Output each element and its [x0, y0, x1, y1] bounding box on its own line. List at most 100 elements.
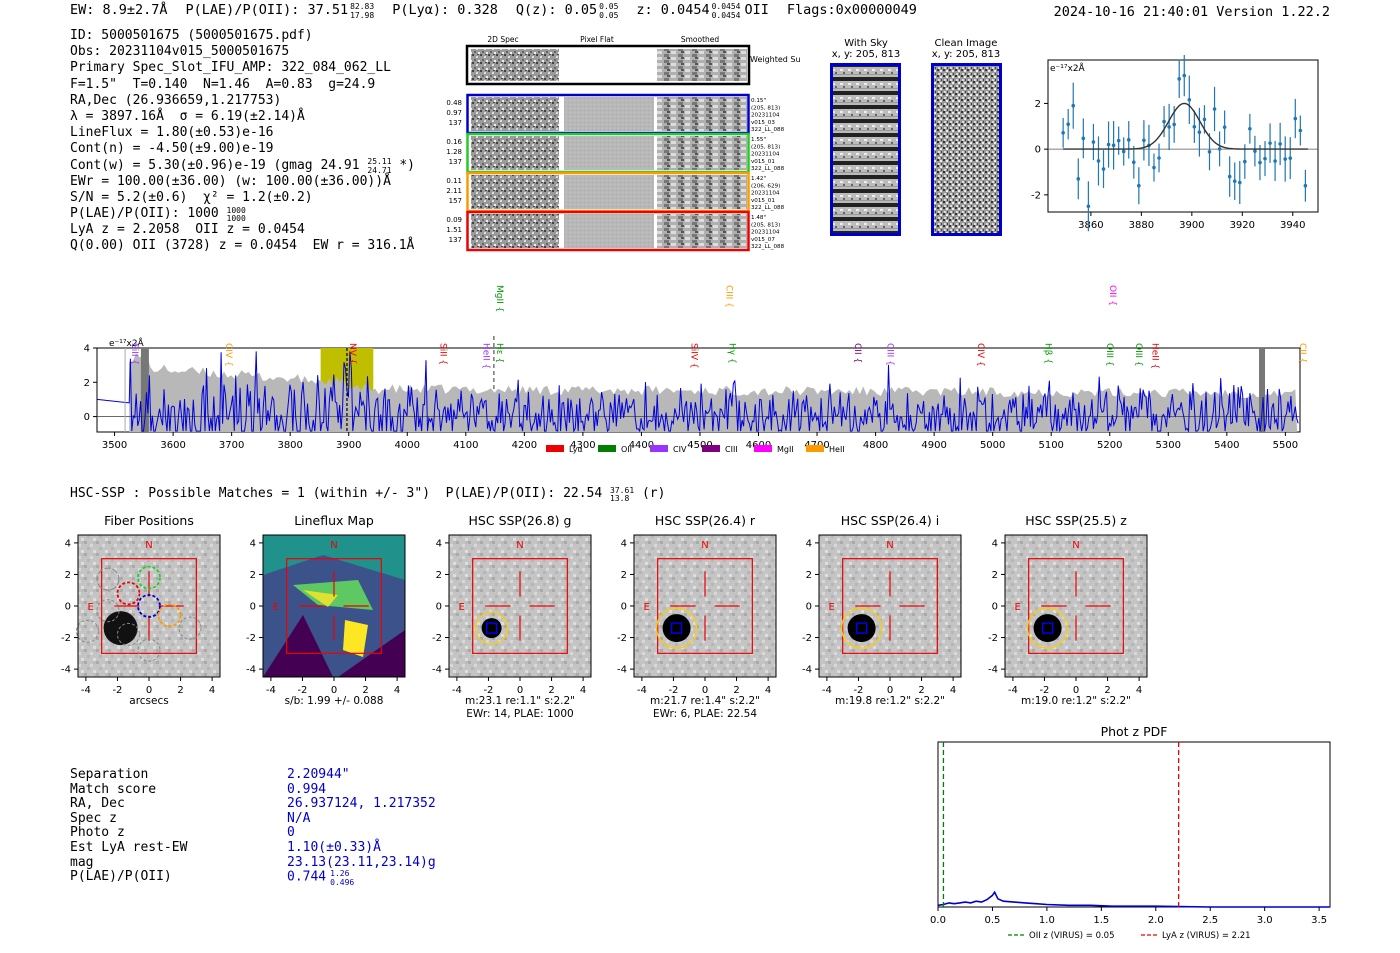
hsc-ytick: 0 — [806, 602, 812, 613]
emission-line-label: NV { — [347, 343, 357, 364]
zoom-datapoint — [1222, 125, 1227, 129]
spectrum-legend-swatch — [598, 445, 616, 452]
east-label: E — [643, 602, 649, 613]
emission-line-label: SiII { — [438, 343, 448, 365]
source-marker — [485, 622, 498, 634]
info-primary: Primary Spec_Slot_IFU_AMP: 322_084_062_L… — [70, 60, 391, 76]
cutout-row-meta: 1.55" — [751, 137, 766, 143]
zoom-datapoint — [1268, 141, 1272, 145]
cutout-2d-image — [471, 97, 559, 131]
col-pixel-flat: Pixel Flat — [580, 35, 614, 44]
emission-line-label: HeII { — [480, 343, 490, 369]
cutout-smoothed-image — [657, 136, 747, 170]
cutout-flat-image — [564, 175, 654, 209]
hsc-ytick: 2 — [250, 570, 256, 581]
search-box — [101, 558, 197, 654]
info-lambda: λ = 3897.16Å σ = 6.19(±2.14)Å — [70, 108, 305, 124]
zoom-gaussian-fit — [1063, 102, 1308, 150]
search-box — [657, 558, 753, 654]
search-box — [1028, 558, 1124, 654]
emission-line-label: OII { — [1107, 285, 1117, 306]
cutout-row-meta: 1.48" — [751, 215, 766, 221]
zoom-datapoint — [1061, 130, 1065, 135]
timestamp-version: 2024-10-16 21:40:01 Version 1.22.2 — [1053, 4, 1330, 20]
zoom-datapoint — [1091, 140, 1096, 144]
masked-region-left — [140, 348, 149, 432]
hsc-ytick: -2 — [246, 633, 256, 644]
spectrum-legend-swatch — [650, 445, 668, 452]
hsc-panel: HSC SSP(26.8) g N E 4 2 0 -2 -4 -4 -2 0 2 4 m:23.1 re… — [432, 513, 592, 720]
hsc-ytick: 2 — [65, 570, 71, 581]
info-id: ID: 5000501675 (5000501675.pdf) — [70, 28, 313, 43]
matched-source — [481, 618, 502, 639]
col-2d-spec: 2D Spec — [487, 35, 518, 44]
hsc-ytick: -2 — [61, 633, 71, 644]
with-sky-image — [830, 63, 901, 236]
spectrum-legend-label: OII — [621, 445, 632, 454]
search-box — [472, 558, 568, 654]
spectrum-xtick: 3900 — [336, 440, 361, 451]
hsc-ytick: 4 — [806, 538, 812, 549]
cutout-row-meta: 322_LL_088 — [751, 205, 785, 211]
zoom-datapoint — [1243, 159, 1247, 164]
zoom-datapoint — [1212, 107, 1217, 111]
hsc-ytick: -2 — [617, 633, 627, 644]
zoom-datapoint — [1086, 204, 1091, 209]
hsc-panel-title: HSC SSP(26.4) r — [655, 513, 756, 528]
spectrum-ytick: 4 — [84, 344, 90, 355]
match-label: Est LyA rest-EW — [70, 839, 188, 855]
hsc-xtick: 0 — [517, 685, 523, 696]
cutout-2d-image — [471, 214, 559, 248]
search-box — [842, 558, 938, 654]
hsc-panel-caption: m:19.0 re:1.2" s:2.2" — [1021, 695, 1131, 707]
north-label: N — [330, 540, 337, 551]
cutout-row-stat: 0.09 — [446, 216, 462, 224]
zoom-ytick: 0 — [1035, 145, 1041, 156]
hsc-panel: Fiber Positions N E 4 2 0 -2 -4 -4 -2 0 2 4 arcsecs — [61, 513, 221, 707]
hsc-xtick: 4 — [950, 685, 956, 696]
cutout-row: 0.11 2.11 157 1.42"(206, 629) 20231104v015_0… — [446, 171, 785, 213]
hsc-panel-title: HSC SSP(26.8) g — [469, 513, 572, 528]
masked-region-right — [1259, 348, 1266, 432]
hsc-ytick: 4 — [250, 538, 256, 549]
cutout-row-meta: 1.42" — [751, 176, 766, 182]
photz-legend-label: LyA z (VIRUS) = 2.21 — [1162, 931, 1251, 941]
hsc-xtick: -4 — [266, 685, 276, 696]
cutout-2d-image — [471, 136, 559, 170]
zoom-ytick: -2 — [1031, 190, 1041, 201]
spectrum-xtick: 3700 — [219, 440, 244, 451]
zoom-datapoint — [1066, 122, 1070, 127]
hsc-xtick: 0 — [887, 685, 893, 696]
hsc-xtick: 4 — [580, 685, 586, 696]
full-spectrum-plot: 3500 3600 3700 3800 3900 4000 4100 4200 4300 4400… — [84, 285, 1307, 454]
flags-readout: Flags:0x00000049 — [786, 2, 917, 18]
fiber-circle — [116, 581, 141, 606]
header-row: EW: 8.9±2.7Å P(LAE)/P(OII): 37.51 82.83 17.… — [70, 2, 935, 20]
zoom-datapoint — [1076, 177, 1081, 181]
info-fwhm: F=1.5" T=0.140 N=1.46 A=0.83 g=24.9 — [70, 76, 376, 92]
emission-line-label: Hε { — [494, 343, 504, 363]
zoom-datapoint — [1121, 149, 1126, 154]
hsc-panel-caption: EWr: 14, PLAE: 1000 — [466, 708, 573, 720]
zoom-datapoint — [1303, 183, 1308, 188]
info-lya: LyA z = 2.2058 OII z = 0.0454 — [70, 222, 305, 238]
match-row: Photo z 0 — [70, 826, 295, 841]
spectrum-error-band — [129, 353, 1298, 432]
hsc-panel-title: Fiber Positions — [104, 513, 194, 528]
zoom-datapoint — [1177, 77, 1182, 81]
spectrum-legend-label: Lyα — [569, 445, 583, 454]
spectrum-xtick: 5300 — [1156, 440, 1181, 451]
spectrum-xtick: 4300 — [570, 440, 595, 451]
zoom-xtick: 3860 — [1078, 220, 1103, 231]
zoom-datapoint — [1278, 142, 1282, 146]
hsc-panel-caption: EWr: 6, PLAE: 22.54 — [653, 708, 757, 720]
cutout-row: 0.48 0.97 137 0.15"(205, 813) 20231104v015_0… — [446, 93, 785, 135]
hsc-xtick: -4 — [452, 685, 462, 696]
hsc-ytick: 2 — [806, 570, 812, 581]
north-label: N — [1072, 540, 1079, 551]
cutout-row-meta: 322_LL_088 — [751, 127, 785, 133]
hsc-panels: Fiber Positions N E 4 2 0 -2 -4 -4 -2 0 2 4 arcsecs Li… — [61, 513, 1148, 720]
zoom-datapoint — [1237, 180, 1242, 185]
zoom-xtick: 3880 — [1129, 220, 1154, 231]
hsc-panel-caption: m:23.1 re:1.1" s:2.2" — [465, 695, 575, 707]
